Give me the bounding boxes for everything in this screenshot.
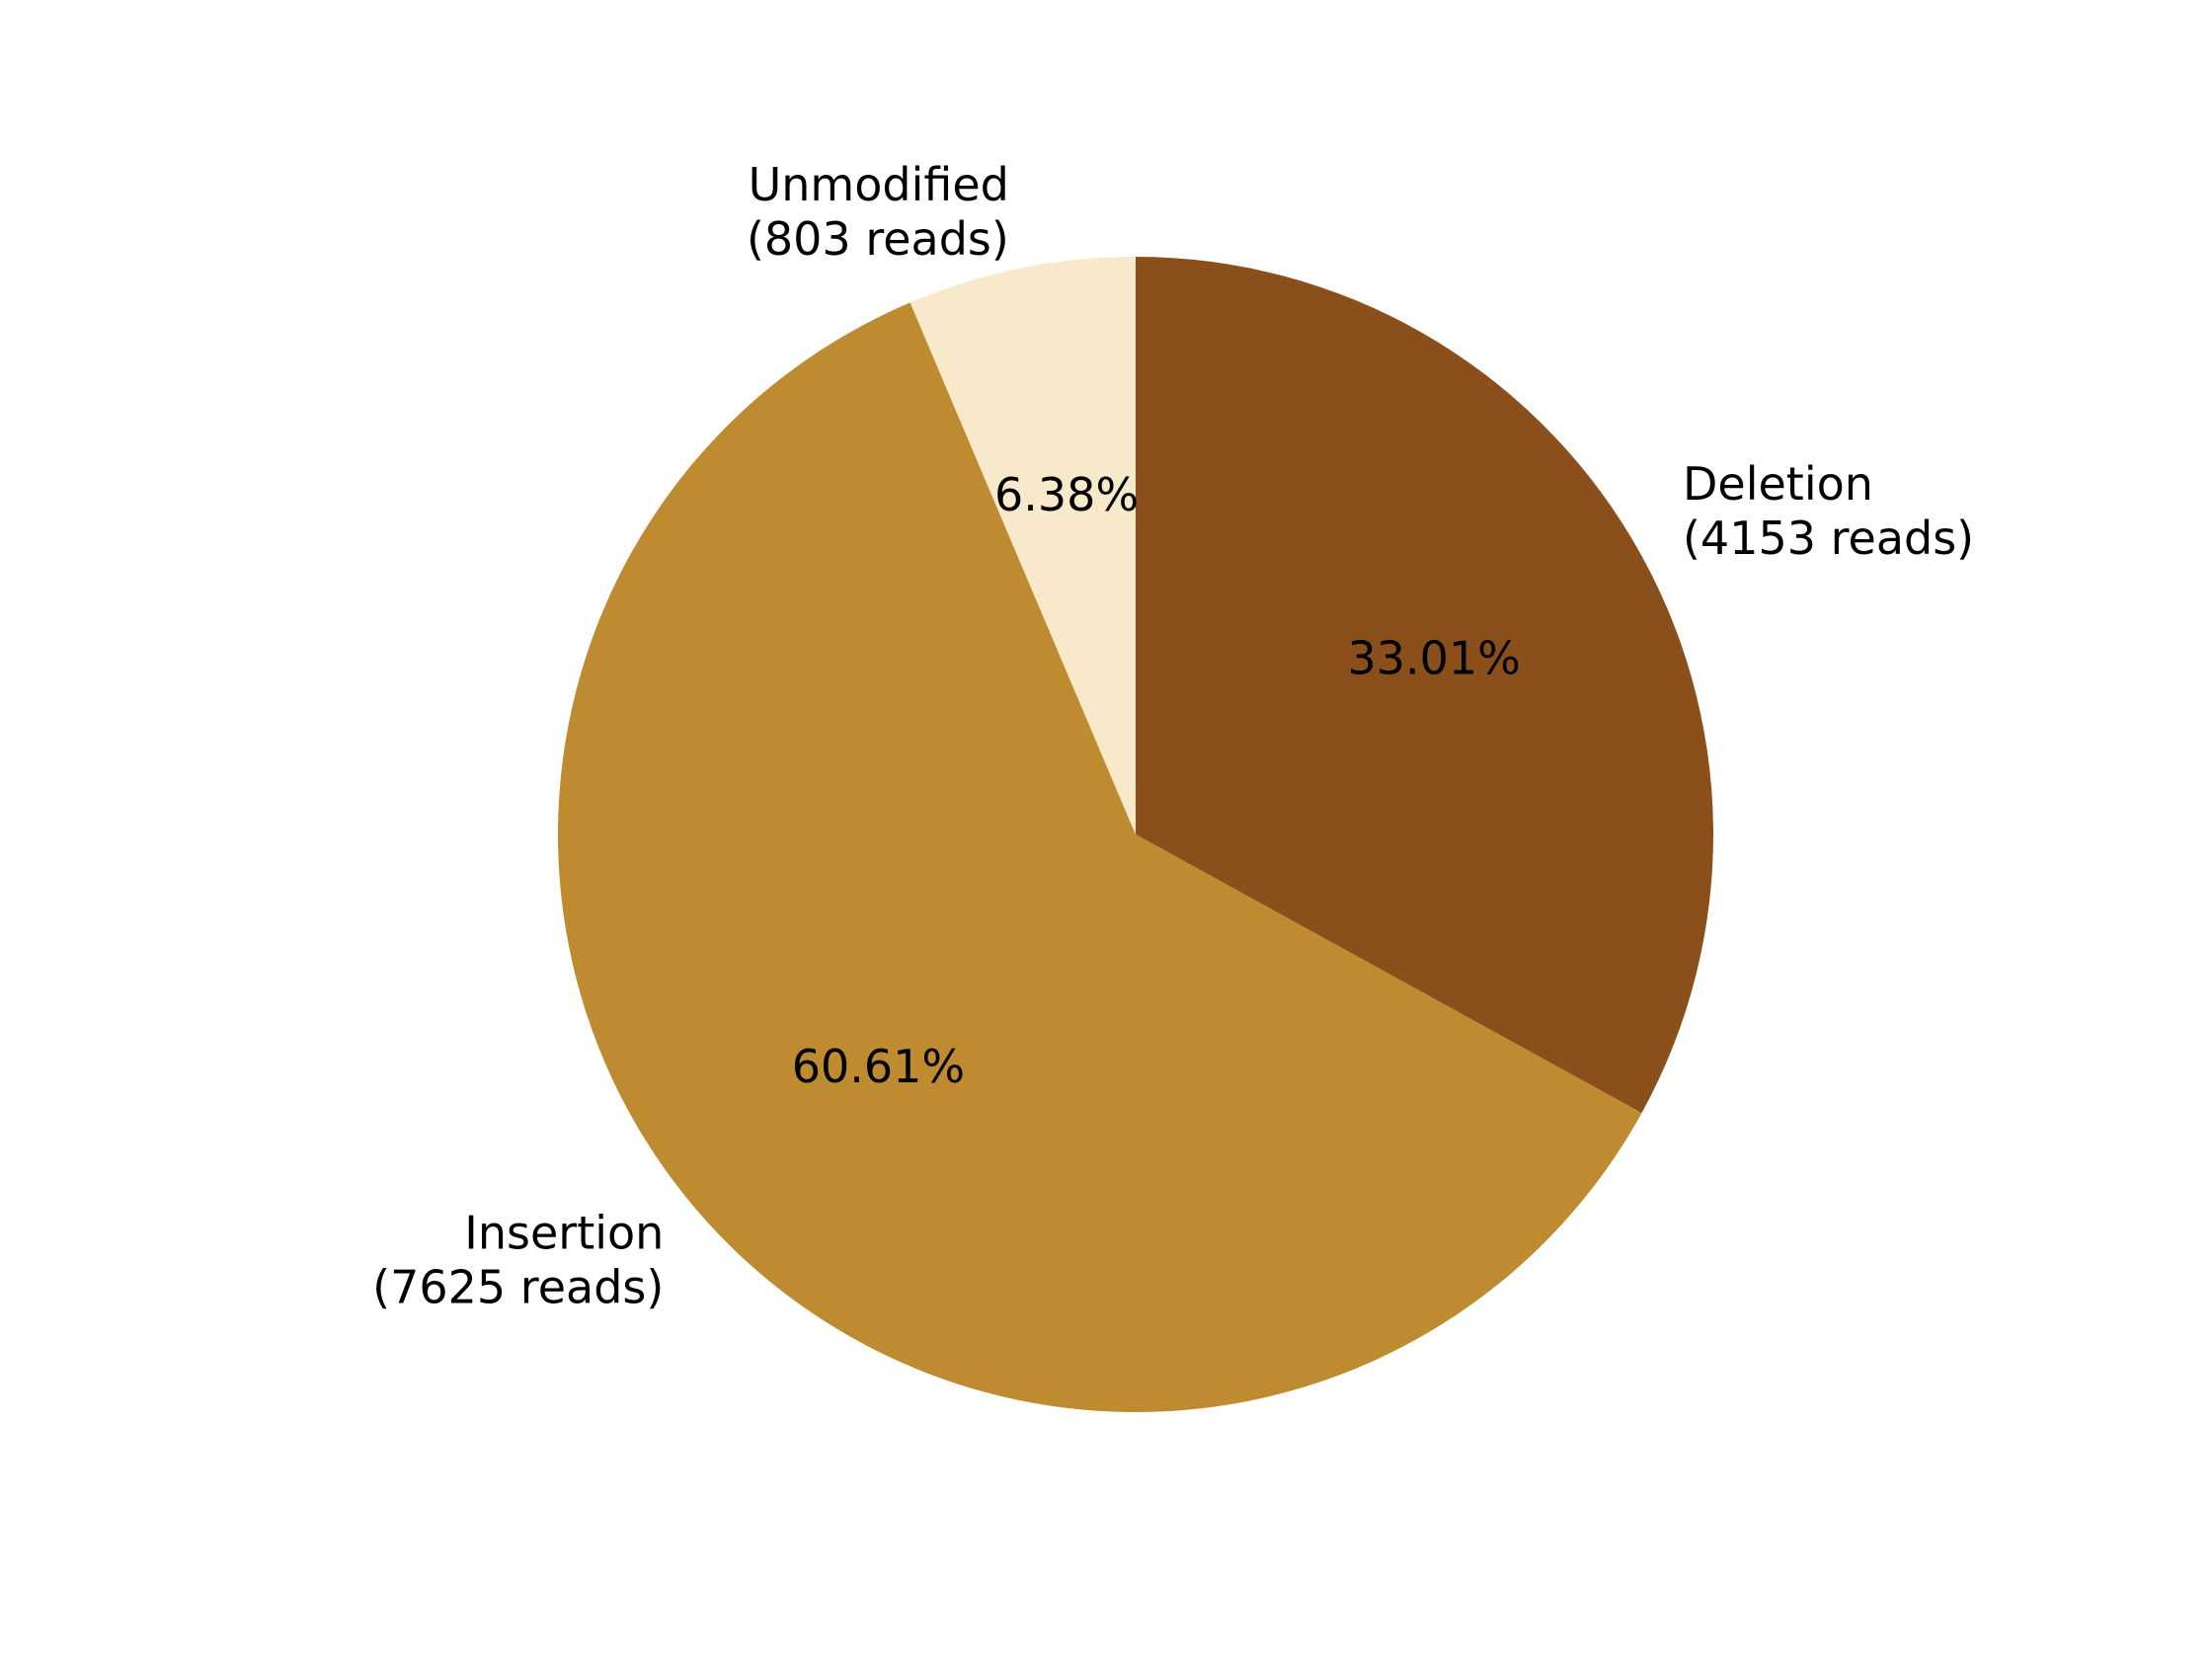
slice-label-insertion: Insertion xyxy=(464,1207,664,1260)
pct-label-deletion: 33.01% xyxy=(1347,631,1520,684)
slice-label-unmodified: Unmodified xyxy=(749,158,1009,211)
slice-reads-label-insertion: (7625 reads) xyxy=(372,1261,664,1314)
pie-slices xyxy=(558,257,1714,1412)
pie-slice-unmodified xyxy=(909,257,1136,834)
slice-reads-label-unmodified: (803 reads) xyxy=(747,212,1009,266)
pie-slice-deletion xyxy=(1136,257,1714,1114)
slice-reads-label-deletion: (4153 reads) xyxy=(1683,512,1974,565)
pct-label-insertion: 60.61% xyxy=(792,1040,965,1093)
pie-labels: 33.01% Deletion(4153 reads) 60.61% Insertio… xyxy=(372,158,1974,1314)
slice-label-deletion: Deletion xyxy=(1683,457,1873,511)
pie-slice-insertion xyxy=(558,302,1642,1412)
pct-label-unmodified: 6.38% xyxy=(994,468,1139,521)
